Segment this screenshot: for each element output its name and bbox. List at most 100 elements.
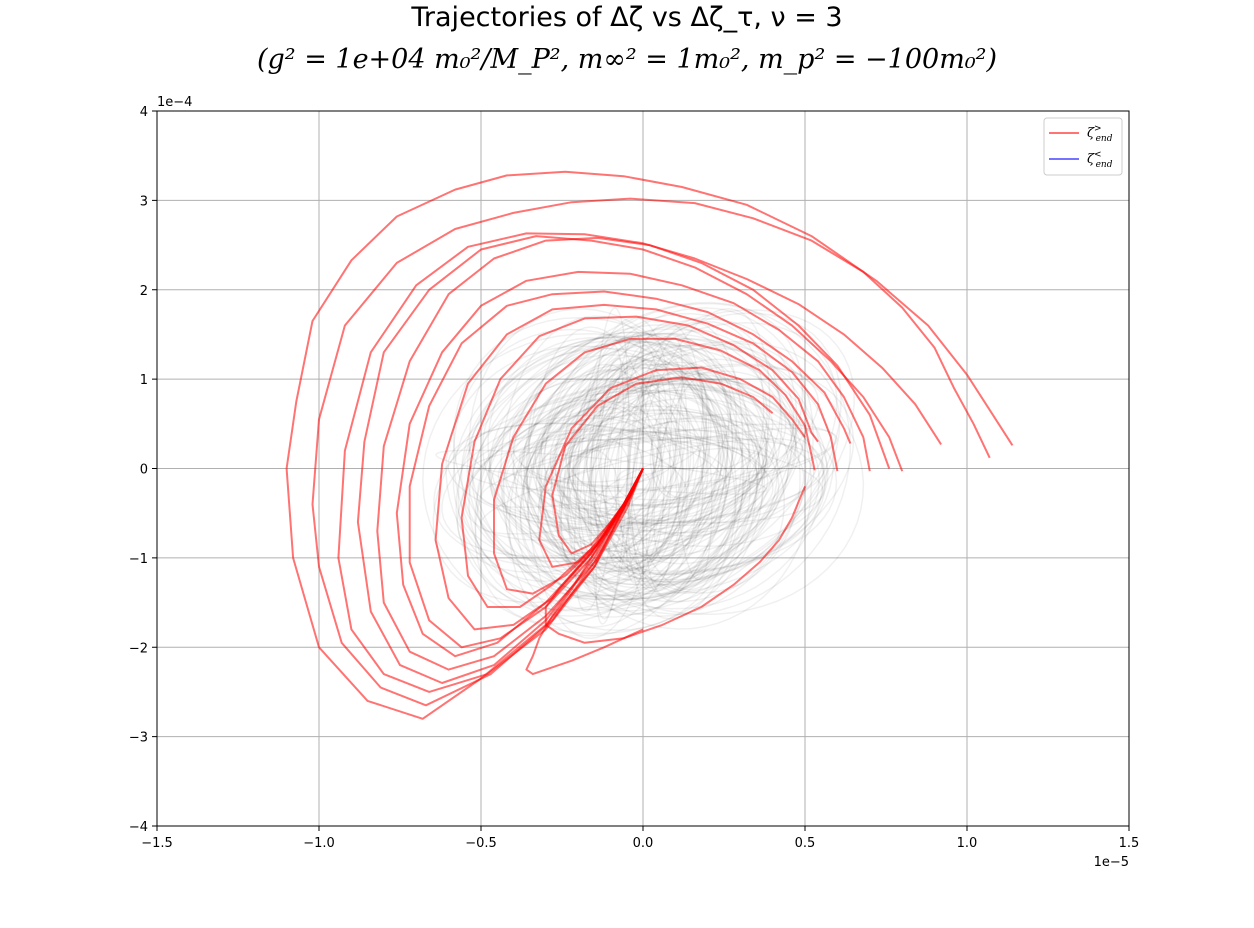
background-trajectory bbox=[583, 386, 729, 570]
trajectory-line bbox=[285, 170, 1014, 720]
background-trajectory bbox=[551, 372, 807, 583]
background-trajectory bbox=[534, 399, 684, 528]
background-trajectory bbox=[590, 350, 708, 555]
trajectory-line bbox=[525, 468, 644, 676]
y-tick-label: −1 bbox=[129, 552, 148, 567]
background-trajectory bbox=[537, 413, 797, 537]
background-trajectory bbox=[481, 341, 828, 574]
background-trajectory bbox=[568, 397, 775, 522]
y-tick-label: 2 bbox=[140, 284, 148, 299]
background-trajectory bbox=[518, 429, 758, 501]
background-trajectory bbox=[526, 326, 655, 640]
y-tick-label: −4 bbox=[129, 820, 148, 835]
legend: ζ> end ζ< end bbox=[1043, 117, 1123, 176]
background-trajectory bbox=[599, 365, 665, 575]
background-trajectory bbox=[479, 437, 804, 535]
background-trajectory bbox=[503, 331, 712, 584]
background-trajectory bbox=[578, 374, 692, 593]
background-trajectory bbox=[432, 332, 768, 604]
background-trajectory bbox=[625, 337, 684, 584]
background-trajectory bbox=[508, 334, 734, 637]
x-tick-label: 1.5 bbox=[1119, 836, 1140, 851]
background-trajectory bbox=[460, 347, 725, 577]
background-trajectory bbox=[617, 322, 705, 593]
background-trajectory bbox=[591, 376, 751, 559]
background-trajectory bbox=[497, 437, 688, 532]
x-tick-label: −1.5 bbox=[141, 836, 173, 851]
y-tick-label: −3 bbox=[129, 731, 148, 746]
trajectory-line bbox=[551, 376, 774, 555]
background-trajectory bbox=[627, 399, 672, 563]
background-trajectory bbox=[614, 370, 758, 595]
x-tick-label: 0.5 bbox=[795, 836, 816, 851]
background-trajectory bbox=[487, 383, 826, 576]
y-offset-label: 1e−4 bbox=[157, 95, 192, 110]
background-trajectory bbox=[586, 344, 801, 594]
background-trajectory bbox=[564, 359, 766, 565]
y-tick-label: 0 bbox=[140, 463, 148, 478]
x-offset-label: 1e−5 bbox=[1094, 855, 1129, 870]
background-trajectory bbox=[433, 389, 768, 568]
background-trajectory bbox=[550, 426, 701, 483]
background-trajectory bbox=[522, 343, 782, 564]
background-trajectory bbox=[519, 309, 855, 601]
background-trajectory bbox=[519, 322, 838, 597]
background-trajectory bbox=[526, 417, 663, 529]
background-trajectory bbox=[574, 401, 663, 546]
background-trajectory bbox=[560, 358, 668, 582]
background-trajectory bbox=[585, 389, 738, 517]
background-trajectory bbox=[422, 332, 764, 635]
background-trajectory bbox=[539, 364, 855, 586]
axis-ticks: −1.5 −1.0 −0.5 0.0 0.5 1.0 1.5 −4 −3 −2 −1 0 1 2 3 4 bbox=[129, 105, 1140, 851]
background-trajectory bbox=[490, 388, 774, 520]
background-trajectory bbox=[653, 367, 704, 561]
x-tick-label: −0.5 bbox=[465, 836, 497, 851]
background-trajectory bbox=[674, 378, 713, 581]
background-trajectory bbox=[535, 412, 780, 557]
background-trajectory bbox=[576, 316, 673, 585]
background-trajectory bbox=[471, 367, 790, 581]
background-trajectory bbox=[452, 328, 737, 632]
background-trajectory bbox=[525, 378, 787, 526]
background-trajectory bbox=[500, 315, 690, 628]
background-trajectory bbox=[650, 404, 705, 499]
background-trajectory bbox=[447, 422, 728, 533]
background-trajectory bbox=[452, 335, 767, 598]
background-trajectory bbox=[466, 339, 779, 601]
background-trajectory bbox=[501, 388, 682, 544]
background-trajectory bbox=[543, 423, 837, 493]
background-trajectory bbox=[527, 318, 798, 606]
background-trajectory bbox=[487, 337, 722, 572]
background-trajectory bbox=[468, 308, 709, 601]
background-trajectory bbox=[603, 412, 759, 537]
background-trajectory bbox=[588, 361, 760, 583]
background-trajectory bbox=[568, 409, 764, 508]
background-trajectory bbox=[445, 345, 737, 611]
chart-title: Trajectories of Δζ vs Δζ_τ, ν = 3 bbox=[411, 2, 843, 33]
background-trajectory bbox=[435, 449, 768, 495]
background-trajectory bbox=[604, 345, 661, 571]
background-trajectory bbox=[554, 377, 686, 529]
trajectory-line bbox=[337, 232, 942, 693]
x-tick-label: 0.0 bbox=[633, 836, 654, 851]
background-trajectory bbox=[441, 378, 795, 558]
background-trajectory bbox=[535, 430, 769, 524]
background-trajectory bbox=[522, 383, 820, 581]
background-trajectory bbox=[593, 358, 793, 586]
background-trajectory bbox=[593, 447, 769, 524]
background-trajectory bbox=[559, 379, 726, 553]
background-trajectory bbox=[571, 389, 751, 576]
background-trajectory bbox=[572, 448, 619, 517]
trajectory-line bbox=[356, 235, 904, 684]
background-trajectory bbox=[489, 381, 838, 572]
background-trajectory bbox=[453, 316, 745, 598]
background-trajectory bbox=[555, 433, 630, 506]
background-trajectory bbox=[540, 376, 829, 548]
trajectory-line bbox=[311, 197, 991, 707]
y-tick-label: 4 bbox=[140, 105, 148, 120]
background-trajectory bbox=[469, 422, 730, 506]
x-tick-label: −1.0 bbox=[303, 836, 335, 851]
background-trajectory bbox=[476, 343, 732, 563]
background-trajectory bbox=[567, 420, 744, 511]
